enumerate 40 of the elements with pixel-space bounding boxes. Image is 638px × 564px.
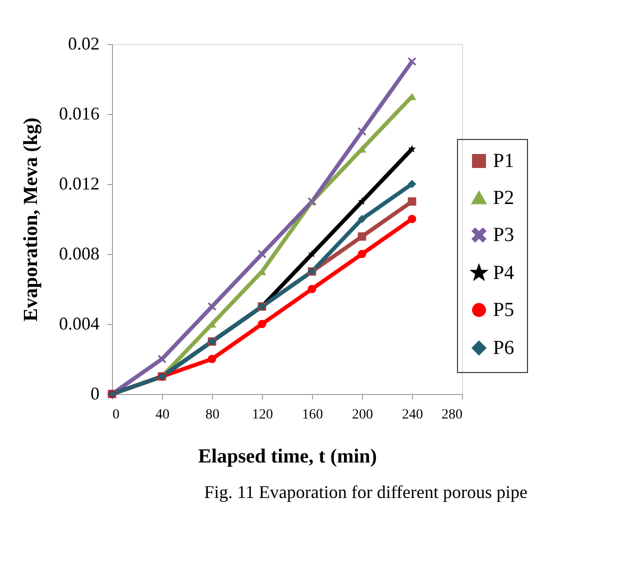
y-tick-label: 0.008 (59, 244, 100, 264)
legend-label: P1 (493, 150, 514, 172)
point (408, 197, 416, 206)
x-tick-label: 80 (206, 408, 220, 422)
y-tick-label: 0.004 (59, 314, 100, 334)
x-tick-label: 120 (252, 408, 273, 422)
legend-label: P4 (493, 262, 514, 284)
legend-label: P3 (493, 224, 514, 246)
x-axis-title: Elapsed time, t (min) (198, 446, 377, 468)
x-tick-label: 0 (112, 408, 120, 422)
y-tick-label: 0.016 (59, 104, 100, 124)
point (208, 302, 216, 311)
y-axis-title: Evaporation, Meva (kg) (20, 118, 42, 322)
point (408, 214, 416, 224)
point (258, 250, 266, 258)
x-tick-label: 40 (156, 408, 170, 422)
caption: Fig. 11 Evaporation for different porous pipe (204, 482, 528, 502)
x-tick-label: 280 (442, 408, 462, 422)
point (358, 232, 366, 241)
point (408, 144, 416, 152)
point (408, 180, 416, 188)
x-tick-label: 160 (302, 408, 323, 422)
point (158, 354, 166, 364)
point (358, 197, 366, 205)
x-tick-label: 200 (352, 408, 373, 422)
legend-label: P5 (493, 299, 514, 321)
point (358, 214, 366, 224)
point (308, 284, 316, 294)
x-tick-label: 240 (402, 408, 423, 422)
point (358, 250, 366, 258)
y-tick-label: 0 (90, 384, 100, 404)
point (408, 57, 416, 66)
point (208, 354, 216, 364)
legend-label: P2 (493, 187, 514, 209)
point (358, 127, 366, 136)
legend-label: P6 (493, 337, 514, 359)
point (258, 320, 266, 328)
y-tick-label: 0.012 (59, 174, 100, 194)
y-tick-label: 0.02 (68, 34, 100, 54)
point (308, 250, 316, 258)
